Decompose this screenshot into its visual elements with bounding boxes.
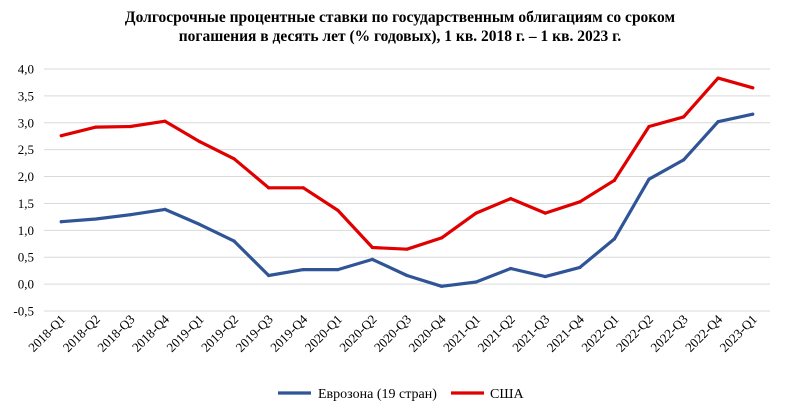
data-point (128, 213, 133, 217)
data-point (543, 274, 547, 279)
x-tick-label: 2022-Q4 (682, 311, 726, 355)
data-point (405, 273, 409, 278)
y-tick-label: 3,0 (18, 115, 34, 130)
data-point (439, 236, 444, 240)
chart-title-line-1: Долгосрочные процентные ставки по госуда… (124, 9, 676, 26)
y-tick-label: 2,5 (18, 142, 34, 157)
y-tick-label: 4,0 (18, 62, 34, 77)
y-tick-label: 1,5 (18, 196, 34, 211)
data-point (163, 207, 167, 211)
x-tick-label: 2019-Q2 (198, 312, 241, 355)
data-point (197, 222, 202, 227)
data-point (232, 239, 236, 243)
x-tick-label: 2019-Q3 (233, 312, 276, 355)
data-point (232, 157, 236, 161)
legend-label-1: Еврозона (19 стран) (318, 387, 437, 402)
data-point (716, 120, 720, 124)
data-point (647, 177, 651, 181)
series-line-1 (59, 112, 755, 288)
data-point (681, 158, 686, 162)
x-tick-label: 2019-Q4 (267, 311, 311, 355)
x-tick-label: 2020-Q2 (336, 312, 379, 355)
y-tick-label: 1,0 (18, 223, 34, 238)
x-axis: 2018-Q12018-Q22018-Q32018-Q42019-Q12019-… (25, 311, 760, 355)
x-tick-label: 2018-Q3 (94, 312, 137, 355)
x-tick-label: 2020-Q1 (302, 312, 345, 355)
y-tick-label: 0,0 (18, 277, 34, 292)
x-tick-label: 2022-Q1 (578, 312, 621, 355)
series-lines (59, 76, 755, 288)
data-point (751, 112, 755, 116)
data-point (405, 247, 409, 251)
data-point (751, 86, 755, 90)
data-point (439, 284, 444, 288)
data-point (612, 237, 617, 241)
data-point (301, 267, 305, 272)
x-tick-label: 2020-Q3 (371, 312, 414, 355)
legend: Еврозона (19 стран) США (278, 387, 524, 402)
data-point (612, 178, 617, 182)
chart-title: Долгосрочные процентные ставки по госуда… (0, 8, 800, 46)
data-point (578, 200, 582, 204)
data-point (474, 211, 478, 215)
data-point (267, 273, 271, 278)
x-tick-label: 2021-Q4 (544, 311, 588, 355)
series-line-2 (59, 76, 755, 251)
data-point (336, 208, 340, 213)
data-point (474, 280, 478, 284)
data-point (716, 76, 720, 80)
data-point (128, 124, 133, 129)
data-point (509, 197, 513, 201)
chart-title-line-2: погашения в десять лет (% годовых), 1 кв… (178, 28, 622, 45)
y-tick-label: 3,5 (18, 88, 34, 103)
x-tick-label: 2018-Q2 (60, 312, 103, 355)
legend-label-2: США (490, 387, 524, 402)
x-tick-label: 2018-Q4 (129, 311, 173, 355)
data-point (94, 125, 98, 129)
x-tick-label: 2019-Q1 (163, 312, 206, 355)
data-point (163, 119, 167, 123)
x-tick-label: 2021-Q2 (475, 312, 518, 355)
x-tick-label: 2022-Q2 (613, 312, 656, 355)
y-tick-label: 0,5 (18, 250, 34, 265)
data-point (301, 186, 305, 190)
data-point (543, 211, 547, 215)
data-point (681, 115, 686, 119)
y-tick-label: -0,5 (13, 304, 34, 319)
data-point (197, 140, 202, 144)
x-tick-label: 2021-Q3 (509, 312, 552, 355)
x-tick-label: 2020-Q4 (405, 311, 449, 355)
x-tick-label: 2021-Q1 (440, 312, 483, 355)
data-point (59, 220, 63, 224)
x-tick-label: 2023-Q1 (717, 312, 760, 355)
data-point (267, 186, 271, 190)
x-tick-label: 2022-Q3 (647, 312, 690, 355)
data-point (370, 257, 375, 261)
y-axis: 4,0 3,5 3,0 2,5 2,0 1,5 1,0 0,5 0,0 -0,5 (13, 62, 34, 319)
data-point (336, 267, 340, 272)
data-point (94, 217, 98, 221)
data-point (59, 134, 63, 138)
data-point (370, 245, 375, 250)
data-point (578, 265, 582, 270)
data-point (509, 266, 513, 271)
data-point (647, 124, 651, 129)
y-tick-label: 2,0 (18, 169, 34, 184)
